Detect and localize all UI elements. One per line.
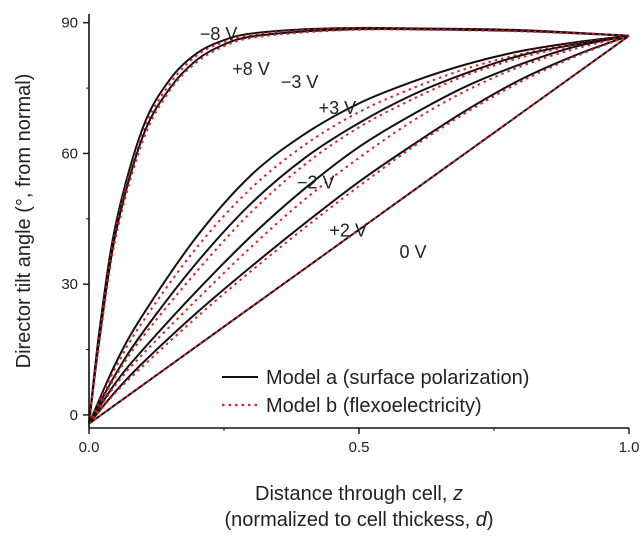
y-tick-label: 60 xyxy=(61,145,78,162)
series-5-model-b-line xyxy=(88,34,630,425)
series-4-label: −2 V xyxy=(297,172,335,192)
series-3-model-a-line xyxy=(88,34,630,425)
y-tick-label: 30 xyxy=(61,276,78,293)
series-2-model-a-line xyxy=(88,34,630,425)
legend-model-b-label: Model b (flexoelectricity) xyxy=(266,395,482,417)
series-3-model-b-line xyxy=(88,34,630,425)
legend: Model a (surface polarization) Model b (… xyxy=(222,367,529,417)
series-5-model-a-line xyxy=(88,34,630,425)
x-tick-label: 0.5 xyxy=(349,439,370,456)
series-2-model-b-line xyxy=(88,34,630,425)
y-axis-label: Director tilt angle (°, from normal) xyxy=(13,74,35,369)
y-tick-label: 0 xyxy=(70,407,78,424)
series-1-label: +8 V xyxy=(232,59,270,79)
series-3-label: +3 V xyxy=(319,98,357,118)
series-0-label: −8 V xyxy=(200,24,238,44)
series-4-model-a-line xyxy=(88,34,630,425)
legend-model-a-label: Model a (surface polarization) xyxy=(266,367,529,389)
series-1-model-b-line xyxy=(88,28,630,424)
x-axis-label: Distance through cell, z xyxy=(255,483,463,505)
series-5-label: +2 V xyxy=(329,220,367,240)
x-tick-label: 0.0 xyxy=(79,439,100,456)
ticks-layer: 0 30 60 90 0.0 0.5 1.0 xyxy=(61,15,639,456)
y-tick-label: 90 xyxy=(61,15,78,32)
series-2-label: −3 V xyxy=(281,72,319,92)
curve-labels-layer: −8 V +8 V −3 V+3 V −2 V +2 V 0 V xyxy=(200,24,427,262)
x-tick-label: 1.0 xyxy=(619,439,640,456)
x-axis-label-line2: (normalized to cell thickess, d) xyxy=(225,509,494,531)
series-4-model-b-line xyxy=(88,34,630,425)
curves-layer xyxy=(88,26,630,425)
series-6-label: 0 V xyxy=(399,242,426,262)
series-6-model-b-line xyxy=(88,34,630,425)
